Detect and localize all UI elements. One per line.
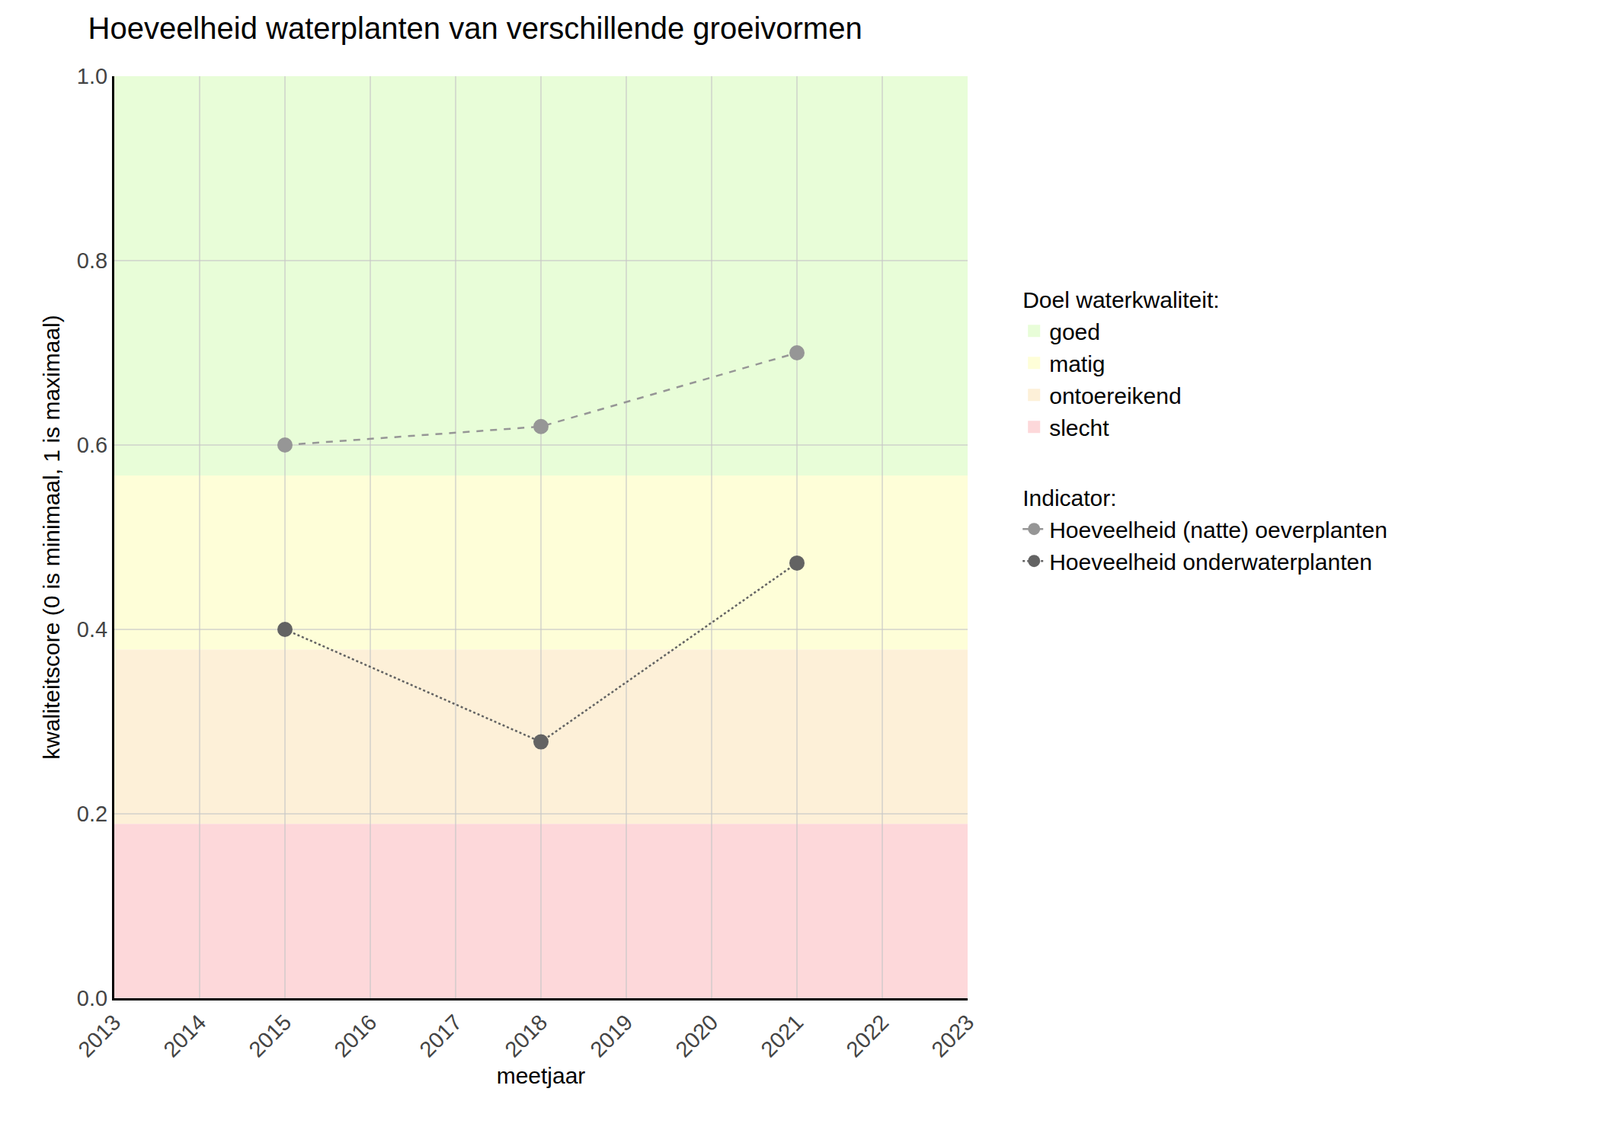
svg-text:2013: 2013 [73, 1009, 125, 1062]
svg-text:2014: 2014 [158, 1009, 211, 1062]
svg-text:0.4: 0.4 [76, 617, 108, 642]
svg-text:Hoeveelheid waterplanten van v: Hoeveelheid waterplanten van verschillen… [88, 11, 863, 45]
svg-text:2020: 2020 [670, 1009, 723, 1062]
svg-text:0.6: 0.6 [76, 432, 108, 458]
svg-text:0.0: 0.0 [76, 985, 108, 1011]
svg-text:0.8: 0.8 [76, 248, 108, 273]
svg-text:0.2: 0.2 [76, 801, 108, 826]
svg-text:meetjaar: meetjaar [496, 1062, 586, 1088]
svg-text:2015: 2015 [243, 1009, 296, 1062]
svg-text:kwaliteitscore (0 is minimaal,: kwaliteitscore (0 is minimaal, 1 is maxi… [38, 314, 64, 759]
svg-text:Indicator:: Indicator: [1022, 485, 1117, 511]
svg-text:2018: 2018 [499, 1009, 552, 1062]
svg-text:slecht: slecht [1049, 415, 1110, 441]
svg-text:Hoeveelheid (natte) oeverplant: Hoeveelheid (natte) oeverplanten [1049, 517, 1388, 543]
svg-text:Doel waterkwaliteit:: Doel waterkwaliteit: [1022, 287, 1220, 313]
svg-text:2022: 2022 [841, 1009, 893, 1062]
svg-text:2017: 2017 [414, 1009, 467, 1062]
svg-text:2016: 2016 [329, 1009, 381, 1062]
svg-text:2019: 2019 [585, 1009, 637, 1062]
svg-text:2023: 2023 [926, 1009, 979, 1062]
svg-text:goed: goed [1049, 319, 1101, 345]
svg-text:1.0: 1.0 [76, 64, 108, 89]
svg-text:ontoereikend: ontoereikend [1049, 383, 1181, 409]
svg-text:2021: 2021 [755, 1009, 808, 1062]
svg-text:matig: matig [1049, 351, 1105, 377]
svg-text:Hoeveelheid onderwaterplanten: Hoeveelheid onderwaterplanten [1049, 549, 1373, 575]
